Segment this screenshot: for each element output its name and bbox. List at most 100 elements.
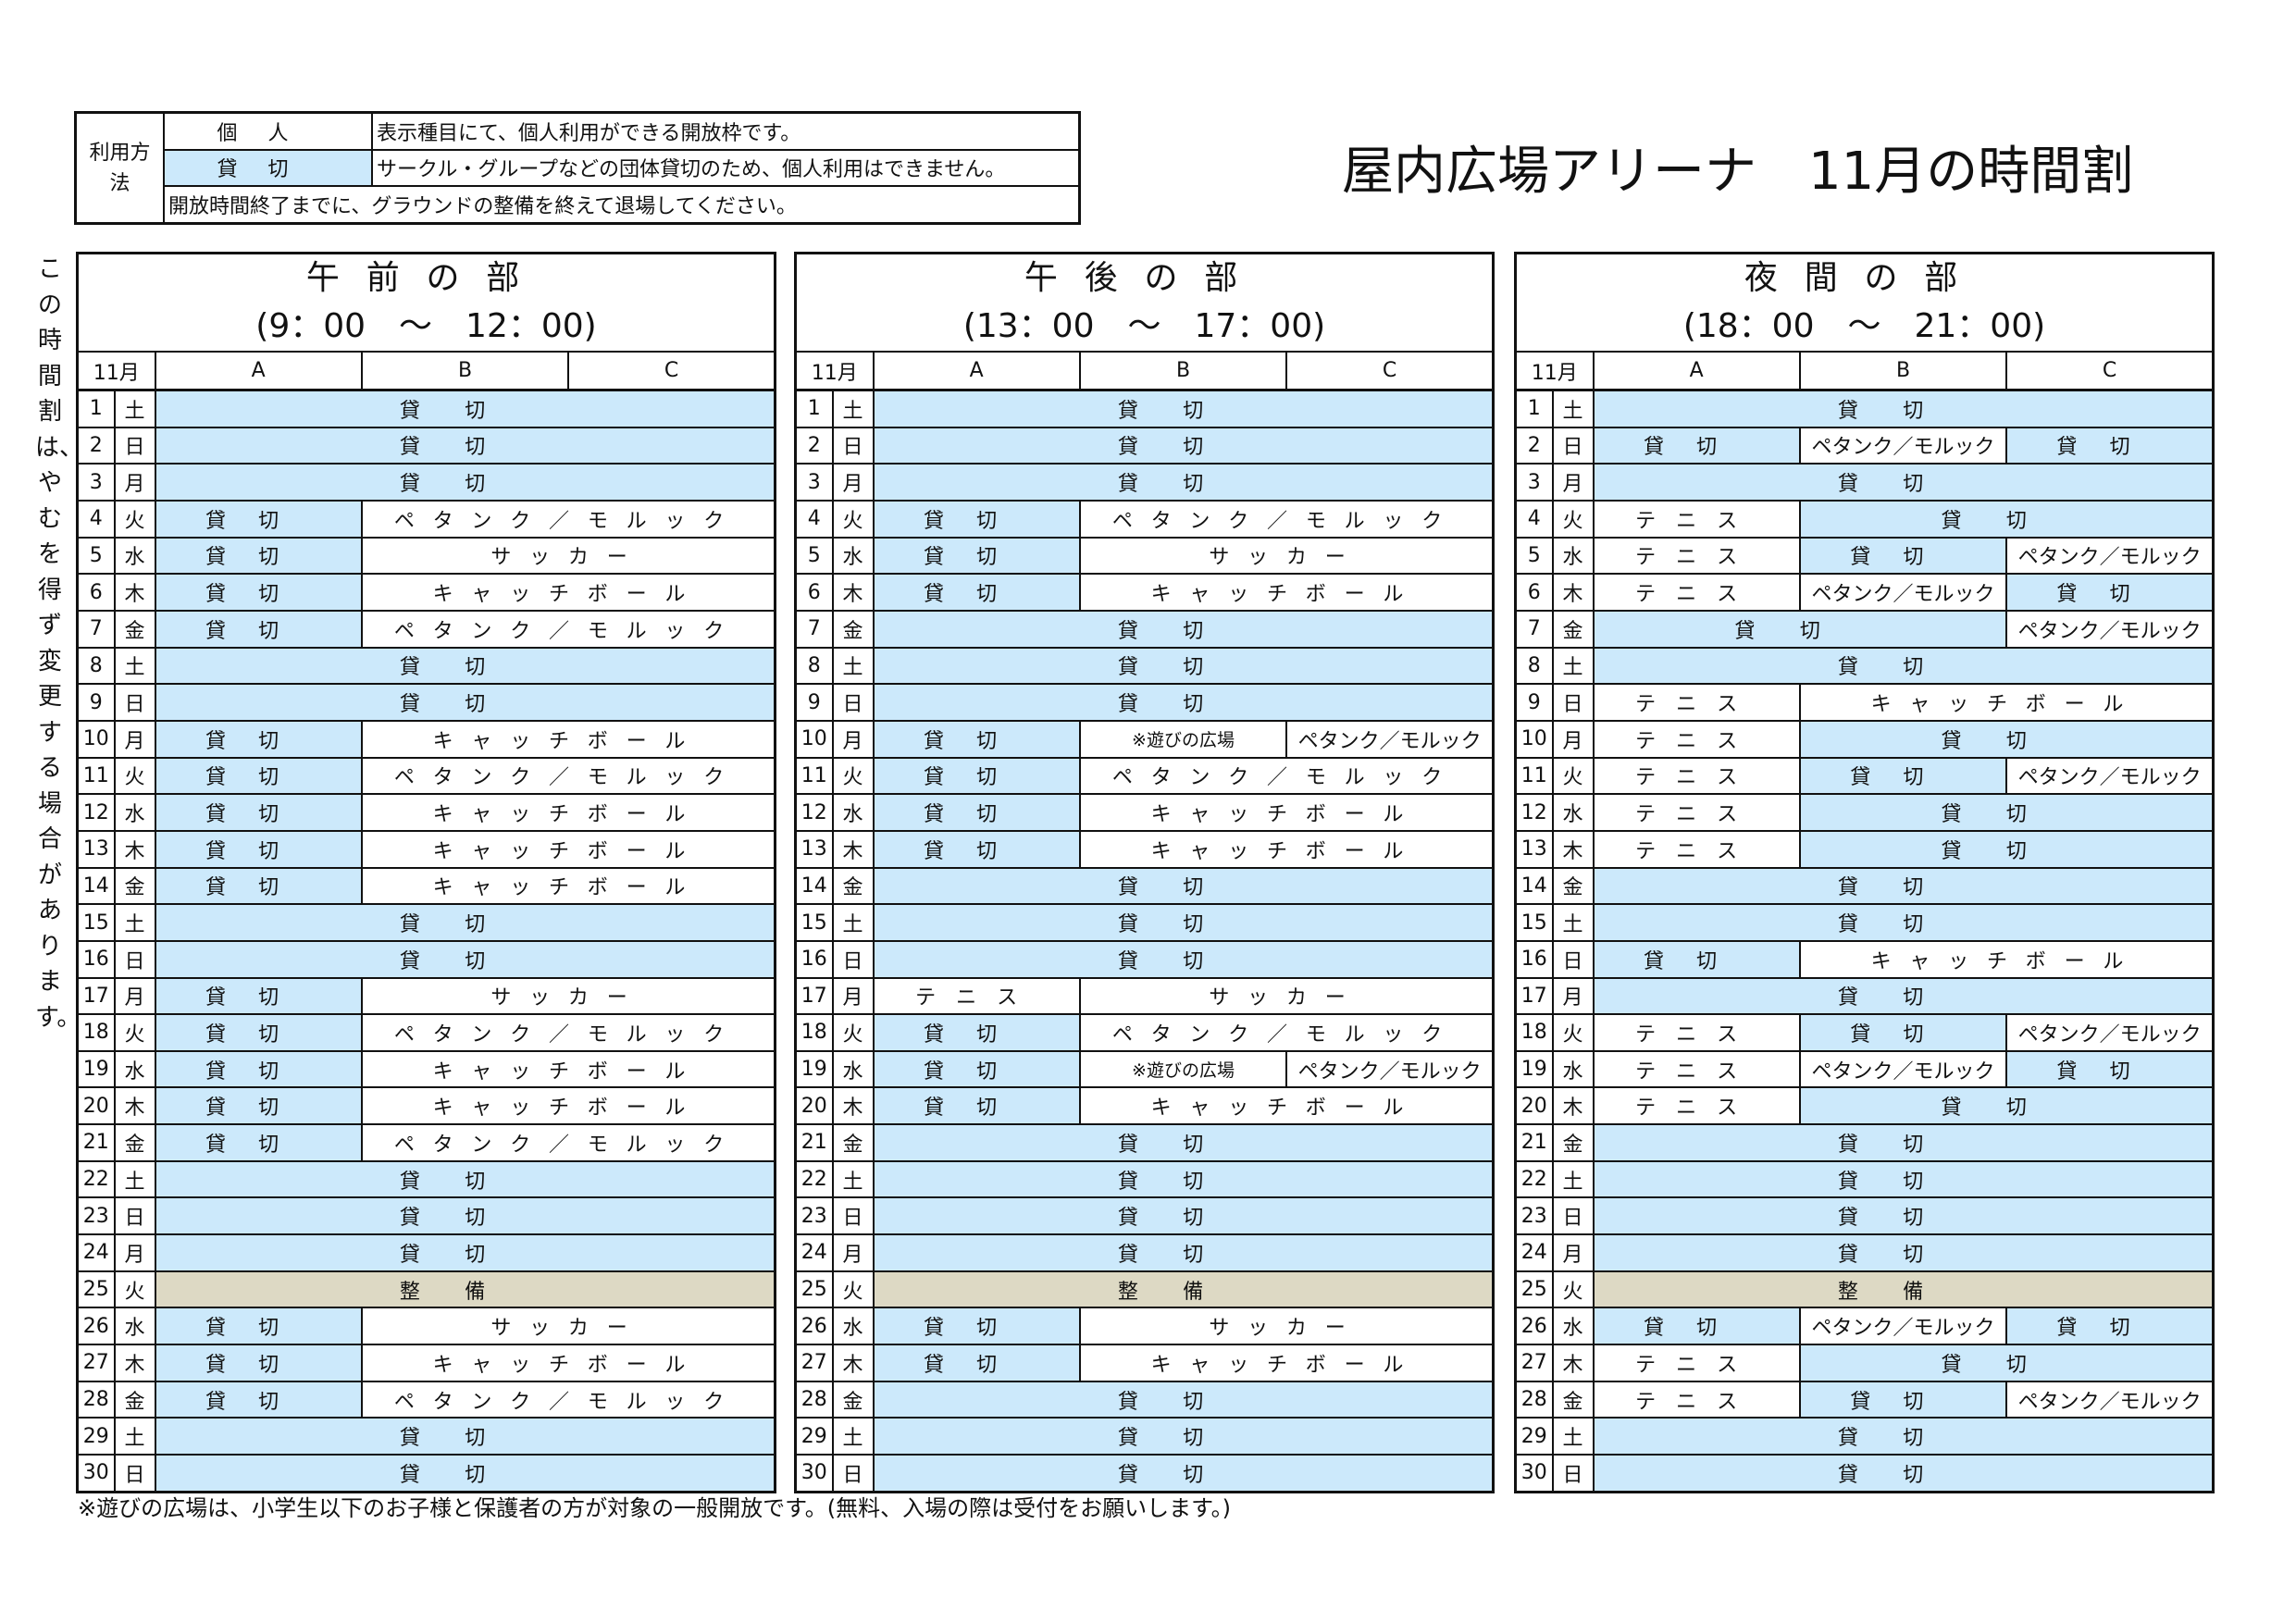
rental-slot: 貸切 <box>872 499 1081 539</box>
day-number: 18 <box>76 1013 116 1052</box>
rental-slot: 貸切 <box>2005 573 2215 612</box>
weekday: 土 <box>1551 1159 1595 1199</box>
open-slot: テニス <box>1592 1380 1801 1419</box>
day-number: 14 <box>794 866 834 906</box>
rental-slot: 貸切 <box>872 866 1495 906</box>
weekday: 土 <box>113 1417 156 1456</box>
table-row: 25 火整備 <box>76 1270 776 1309</box>
open-slot: ペタンク／モルック <box>2005 756 2215 796</box>
table-row: 15 土貸切 <box>76 903 776 942</box>
rental-slot: 貸切 <box>154 1233 776 1272</box>
table-row: 9 日テニス キャッチボール <box>1514 683 2215 722</box>
table-row: 7 金貸切 ペタンク／モルック <box>76 609 776 649</box>
day-number: 20 <box>794 1086 834 1126</box>
weekday: 日 <box>831 939 875 979</box>
table-row: 8 土貸切 <box>76 646 776 686</box>
weekday: 月 <box>1551 719 1595 759</box>
open-slot: テニス <box>1592 683 1801 722</box>
column-header-c: C <box>2005 351 2215 391</box>
open-slot: テニス <box>1592 1344 1801 1382</box>
schedule-afternoon: 午後の部 (13：00 ～ 17：00) 11月 A B C 1 土貸切 2 日貸切 3 月貸切 4 火貸… <box>794 252 1495 1493</box>
weekday: 金 <box>831 1380 875 1419</box>
table-row: 26 水貸切 ペタンク／モルック 貸切 <box>1514 1307 2215 1346</box>
day-number: 21 <box>76 1123 116 1162</box>
rental-slot: 貸切 <box>154 1417 776 1456</box>
table-row: 6 木貸切 キャッチボール <box>76 573 776 612</box>
rental-slot: 貸切 <box>154 939 776 979</box>
rental-slot: 貸切 <box>154 389 776 428</box>
open-slot: テニス <box>1592 536 1801 576</box>
legend-kind-rental: 貸切 <box>163 148 373 188</box>
rental-slot: 貸切 <box>872 1123 1495 1162</box>
weekday: 水 <box>113 793 156 832</box>
rental-slot: 貸切 <box>154 499 363 539</box>
table-row: 30 日貸切 <box>794 1454 1495 1493</box>
schedule-morning: 午前の部 (9：00 ～ 12：00) 11月 A B C 1 土貸切 2 日貸切 3 月貸切 4 火貸切… <box>76 252 776 1493</box>
day-number: 19 <box>1514 1049 1554 1089</box>
table-row: 13 木貸切 キャッチボール <box>794 829 1495 869</box>
table-row: 19 水貸切 ※遊びの広場 ペタンク／モルック <box>794 1049 1495 1089</box>
day-number: 30 <box>76 1454 116 1493</box>
day-number: 12 <box>76 793 116 832</box>
table-row: 12 水テニス 貸切 <box>1514 793 2215 832</box>
day-number: 5 <box>76 536 116 576</box>
weekday: 月 <box>1551 463 1595 502</box>
column-header-a: A <box>872 351 1081 391</box>
weekday: 日 <box>113 1196 156 1236</box>
weekday: 木 <box>1551 829 1595 869</box>
day-number: 9 <box>794 683 834 722</box>
rental-slot: 貸切 <box>154 463 776 502</box>
day-number: 10 <box>76 719 116 759</box>
table-row: 7 金貸切 <box>794 609 1495 649</box>
day-number: 13 <box>794 829 834 869</box>
table-row: 15 土貸切 <box>794 903 1495 942</box>
day-number: 20 <box>76 1086 116 1126</box>
rental-slot: 貸切 <box>154 1344 363 1382</box>
weekday: 水 <box>113 1049 156 1089</box>
table-row: 29 土貸切 <box>794 1417 1495 1456</box>
weekday: 月 <box>831 463 875 502</box>
rental-slot: 貸切 <box>154 829 363 869</box>
month-label: 11月 <box>1514 351 1595 391</box>
open-slot: キャッチボール <box>1798 939 2215 979</box>
rental-slot: 貸切 <box>154 1123 363 1162</box>
table-row: 18 火貸切 ペタンク／モルック <box>76 1013 776 1052</box>
table-row: 11 火貸切 ペタンク／モルック <box>794 756 1495 796</box>
weekday: 金 <box>831 609 875 649</box>
side-note: この時間割は、やむを得ず変更する場合があります。 <box>35 255 84 1032</box>
table-row: 13 木テニス 貸切 <box>1514 829 2215 869</box>
weekday: 日 <box>831 426 875 465</box>
open-slot: ペタンク／モルック <box>2005 609 2215 649</box>
day-number: 22 <box>794 1159 834 1199</box>
day-number: 19 <box>76 1049 116 1089</box>
table-row: 23 日貸切 <box>794 1196 1495 1236</box>
weekday: 土 <box>831 389 875 428</box>
section-time: (13：00 ～ 17：00) <box>962 307 1326 345</box>
table-row: 4 火貸切 ペタンク／モルック <box>76 499 776 539</box>
rental-slot: 貸切 <box>1592 389 2215 428</box>
table-row: 18 火貸切 ペタンク／モルック <box>794 1013 1495 1052</box>
rental-slot: 貸切 <box>1798 499 2215 539</box>
weekday: 木 <box>1551 573 1595 612</box>
table-row: 3 月貸切 <box>1514 463 2215 502</box>
weekday: 火 <box>113 1270 156 1309</box>
rental-slot: 貸切 <box>1592 1159 2215 1199</box>
rental-slot: 貸切 <box>872 1380 1495 1419</box>
table-row: 21 金貸切 ペタンク／モルック <box>76 1123 776 1162</box>
weekday: 木 <box>113 829 156 869</box>
rental-slot: 貸切 <box>1592 903 2215 942</box>
open-slot: キャッチボール <box>360 829 776 869</box>
day-number: 26 <box>1514 1307 1554 1346</box>
table-row: 28 金貸切 <box>794 1380 1495 1419</box>
open-slot: キャッチボール <box>1078 1344 1495 1382</box>
open-slot: キャッチボール <box>360 1049 776 1089</box>
weekday: 水 <box>1551 1307 1595 1346</box>
table-row: 10 月テニス 貸切 <box>1514 719 2215 759</box>
table-row: 2 日貸切 ペタンク／モルック 貸切 <box>1514 426 2215 465</box>
day-number: 13 <box>76 829 116 869</box>
table-row: 30 日貸切 <box>1514 1454 2215 1493</box>
day-number: 8 <box>76 646 116 686</box>
day-number: 11 <box>1514 756 1554 796</box>
weekday: 木 <box>1551 1086 1595 1126</box>
table-row: 16 日貸切 <box>794 939 1495 979</box>
